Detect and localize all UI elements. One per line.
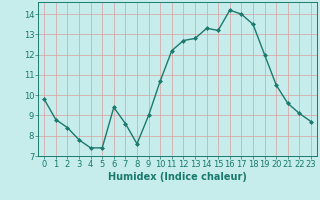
X-axis label: Humidex (Indice chaleur): Humidex (Indice chaleur) (108, 172, 247, 182)
